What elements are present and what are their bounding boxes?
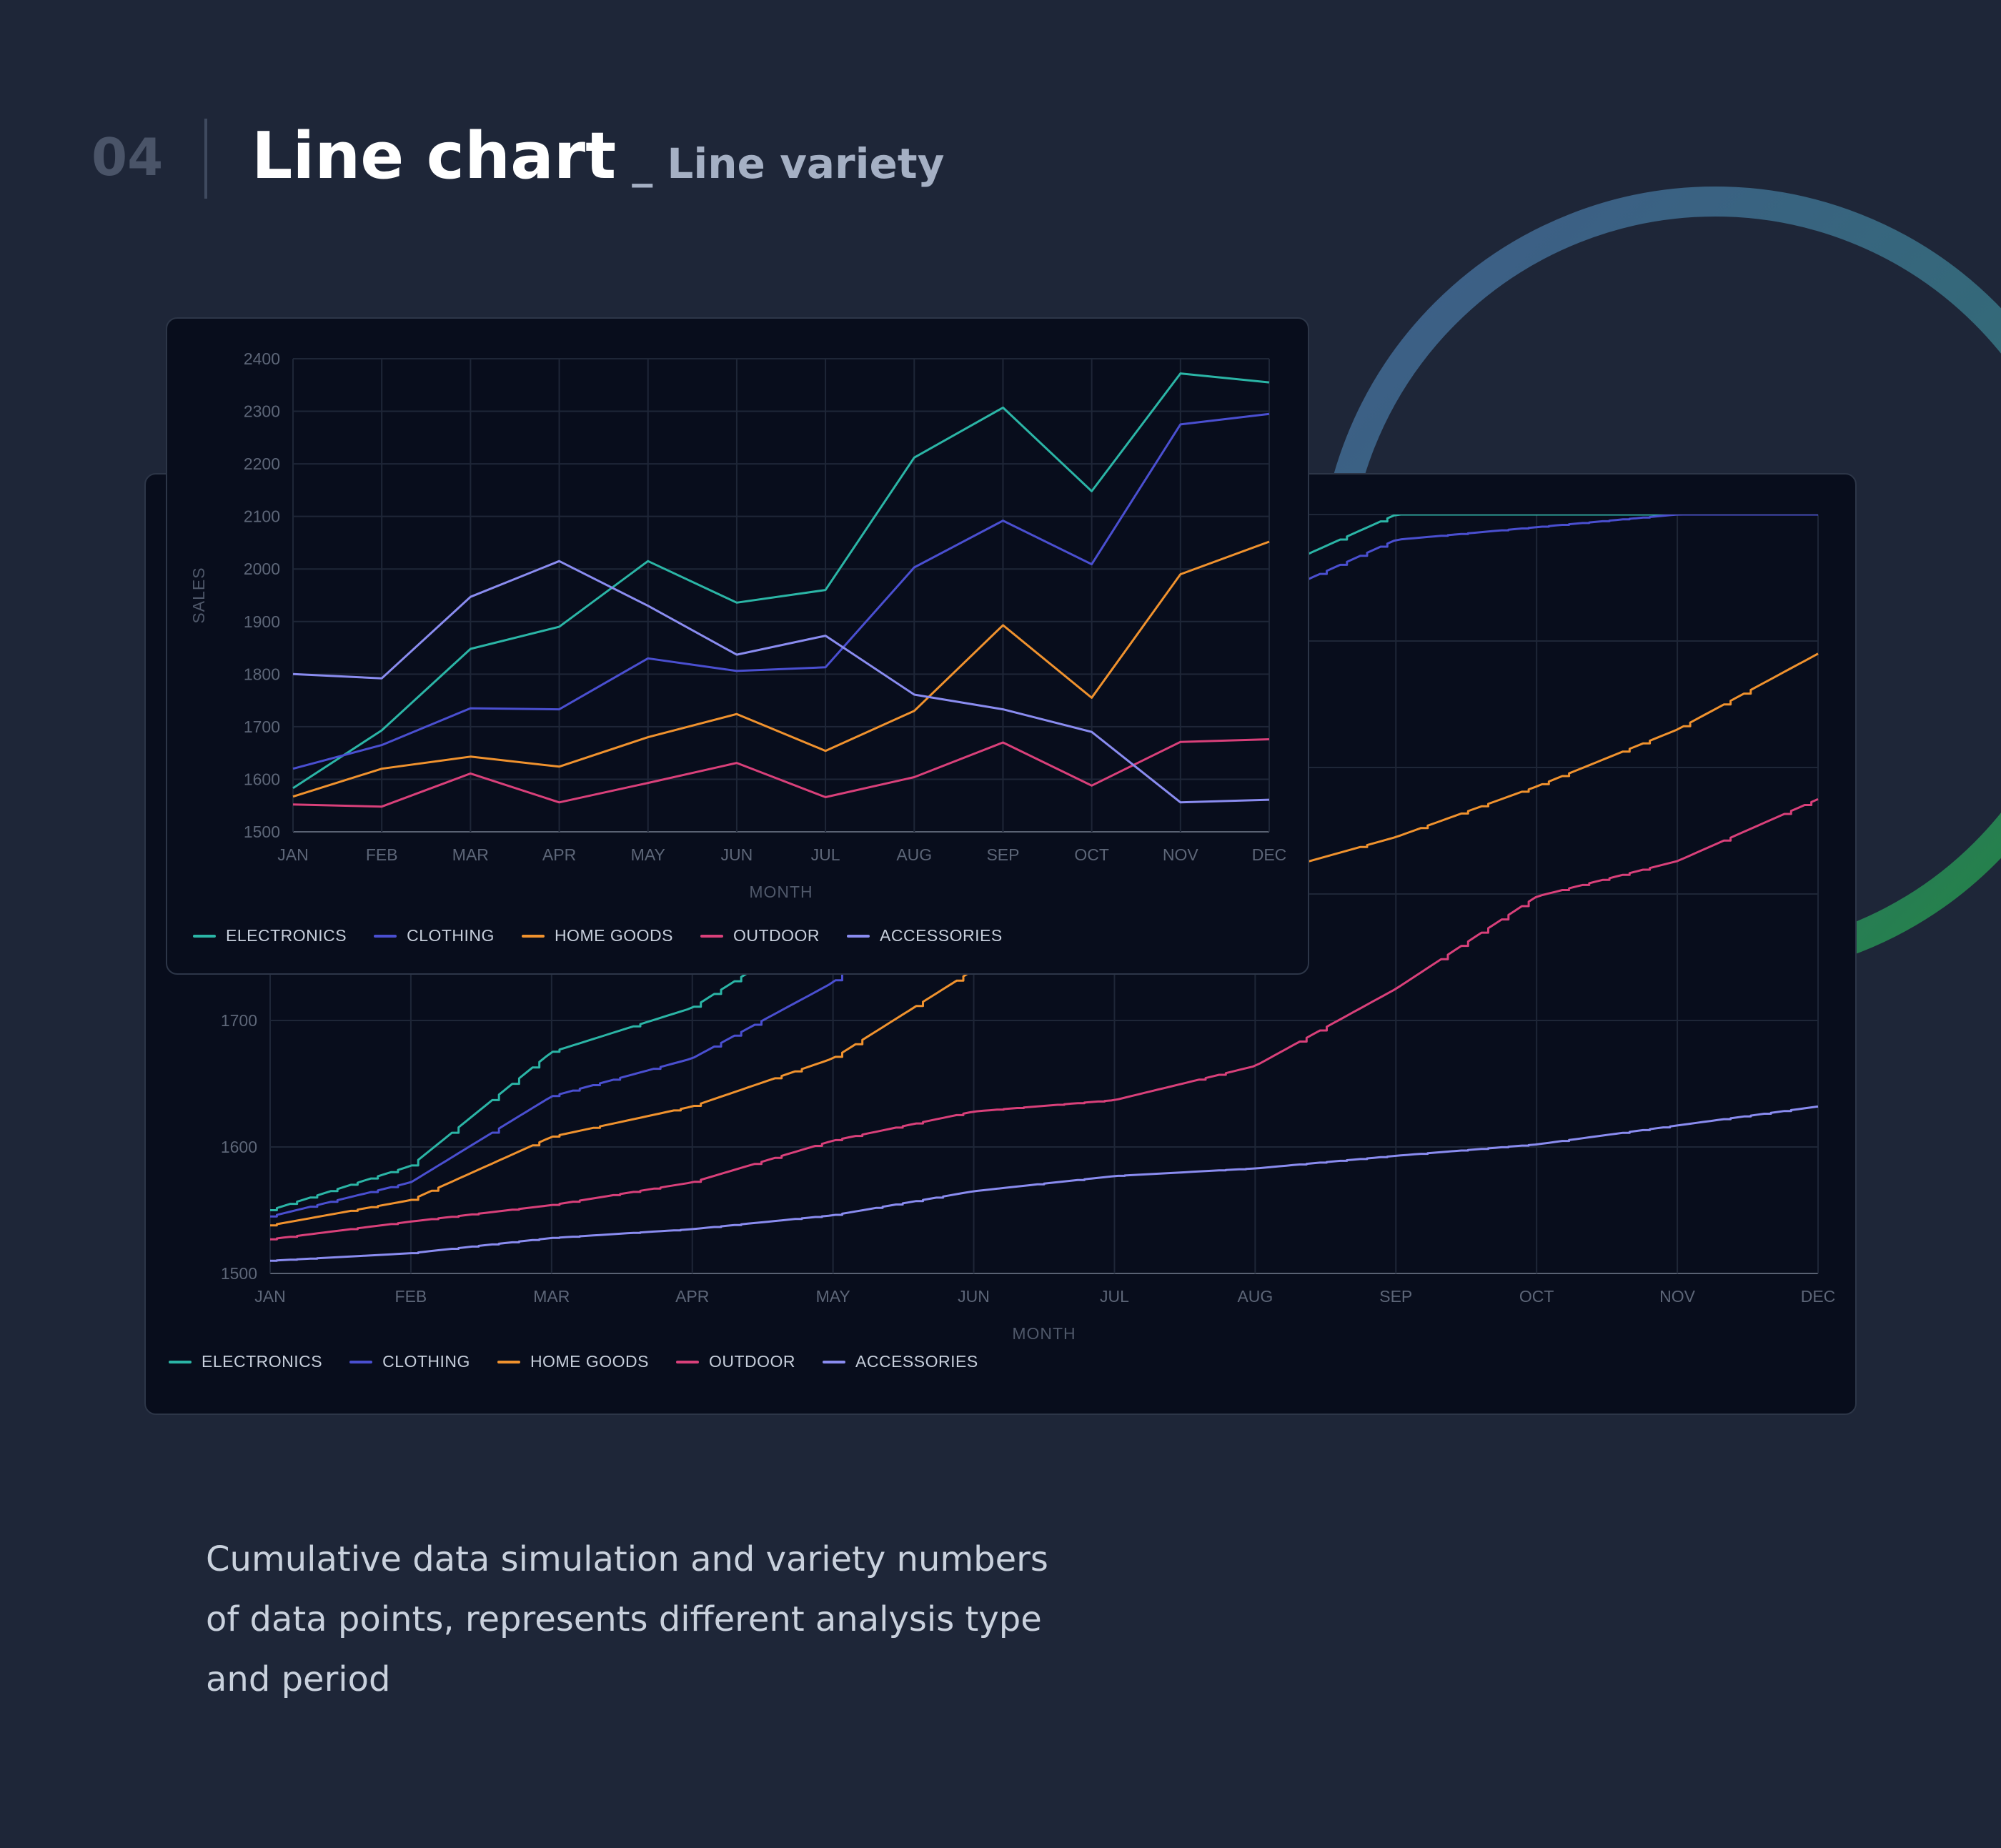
legend-label: HOME GOODS xyxy=(554,926,673,945)
section-number: 04 xyxy=(91,127,164,187)
legend-label: CLOTHING xyxy=(407,926,495,945)
legend-label: OUTDOOR xyxy=(708,1352,796,1371)
y-axis-title: SALES xyxy=(189,567,208,623)
x-tick-label: MAR xyxy=(452,845,489,864)
caption-line-1: Cumulative data simulation and variety n… xyxy=(206,1539,1048,1579)
x-tick-label: MAY xyxy=(816,1287,850,1306)
x-tick-label: JAN xyxy=(277,845,308,864)
y-tick-label: 2200 xyxy=(244,454,280,473)
x-tick-label: SEP xyxy=(986,845,1019,864)
x-tick-label: APR xyxy=(675,1287,709,1306)
cumulative-chart-legend: ELECTRONICS CLOTHING HOME GOODS OUTDOOR ACCE… xyxy=(169,1352,978,1371)
x-tick-label: NOV xyxy=(1163,845,1199,864)
legend-swatch xyxy=(700,934,723,938)
legend-item-outdoor[interactable]: OUTDOOR xyxy=(675,1352,796,1371)
legend-swatch xyxy=(823,1360,846,1363)
caption-line-3: and period xyxy=(206,1659,391,1699)
page-subtitle: _ Line variety xyxy=(632,139,945,188)
legend-swatch xyxy=(675,1360,699,1363)
x-tick-label: OCT xyxy=(1519,1287,1554,1306)
x-tick-label: MAY xyxy=(631,845,665,864)
caption-line-2: of data points, represents different ana… xyxy=(206,1599,1042,1639)
legend-item-electronics[interactable]: ELECTRONICS xyxy=(169,1352,322,1371)
legend-item-electronics[interactable]: ELECTRONICS xyxy=(193,926,347,945)
x-tick-label: JUL xyxy=(1100,1287,1129,1306)
legend-item-home-goods[interactable]: HOME GOODS xyxy=(497,1352,649,1371)
x-tick-label: DEC xyxy=(1252,845,1287,864)
y-tick-label: 1600 xyxy=(244,770,280,788)
legend-label: HOME GOODS xyxy=(530,1352,649,1371)
x-tick-label: JUN xyxy=(721,845,753,864)
series-line-accessories xyxy=(292,560,1270,804)
y-tick-label: 2400 xyxy=(244,349,280,368)
series-line-outdoor xyxy=(292,738,1270,808)
y-tick-label: 2000 xyxy=(244,560,280,578)
legend-swatch xyxy=(193,934,216,938)
x-tick-label: AUG xyxy=(1237,1287,1273,1306)
x-tick-label: JUL xyxy=(811,845,840,864)
x-tick-label: SEP xyxy=(1379,1287,1412,1306)
x-tick-label: JAN xyxy=(254,1287,285,1306)
y-tick-label: 1700 xyxy=(221,1011,257,1030)
legend-label: ELECTRONICS xyxy=(202,1352,323,1371)
legend-swatch xyxy=(374,934,397,938)
legend-swatch xyxy=(349,1360,373,1363)
legend-item-home-goods[interactable]: HOME GOODS xyxy=(521,926,673,945)
x-tick-label: AUG xyxy=(896,845,932,864)
y-tick-label: 1500 xyxy=(244,823,280,841)
legend-item-clothing[interactable]: CLOTHING xyxy=(349,1352,470,1371)
monthly-chart-card: 1500 1600 1700 1800 1900 2000 2100 2200 2300 2400… xyxy=(166,317,1309,975)
series-line-clothing xyxy=(292,412,1270,770)
legend-label: ELECTRONICS xyxy=(226,926,347,945)
x-tick-label: FEB xyxy=(366,845,398,864)
y-tick-label: 1800 xyxy=(244,665,280,683)
series-line-accessories xyxy=(270,1105,1819,1262)
monthly-line-chart: 1500 1600 1700 1800 1900 2000 2100 2200 2300 2400… xyxy=(189,349,1287,901)
x-tick-label: DEC xyxy=(1801,1287,1836,1306)
title-text: Line chart xyxy=(252,119,617,194)
page-title: Line chart _ Line variety xyxy=(252,119,944,194)
series-line-electronics xyxy=(292,372,1270,790)
legend-item-clothing[interactable]: CLOTHING xyxy=(374,926,495,945)
legend-item-accessories[interactable]: ACCESSORIES xyxy=(847,926,1003,945)
series-line-outdoor xyxy=(270,798,1819,1241)
legend-swatch xyxy=(521,934,545,938)
legend-item-outdoor[interactable]: OUTDOOR xyxy=(700,926,820,945)
legend-swatch xyxy=(169,1360,192,1363)
x-tick-label: JUN xyxy=(958,1287,990,1306)
y-tick-label: 1700 xyxy=(244,717,280,736)
x-tick-label: NOV xyxy=(1659,1287,1696,1306)
x-axis-title: MONTH xyxy=(1012,1324,1076,1343)
y-tick-label: 2300 xyxy=(244,402,280,421)
caption: Cumulative data simulation and variety n… xyxy=(206,1529,1278,1709)
x-tick-label: OCT xyxy=(1074,845,1109,864)
legend-swatch xyxy=(497,1360,520,1363)
legend-label: CLOTHING xyxy=(382,1352,470,1371)
x-tick-label: MAR xyxy=(533,1287,570,1306)
legend-label: ACCESSORIES xyxy=(855,1352,978,1371)
y-tick-label: 1600 xyxy=(221,1138,257,1156)
header-divider xyxy=(204,119,207,199)
series-line-home-goods xyxy=(292,540,1270,798)
x-tick-label: APR xyxy=(542,845,576,864)
legend-swatch xyxy=(847,934,870,938)
series-lines xyxy=(292,372,1270,808)
y-tick-label: 1900 xyxy=(244,612,280,631)
legend-label: ACCESSORIES xyxy=(880,926,1003,945)
y-tick-label: 2100 xyxy=(244,507,280,526)
y-tick-label: 1500 xyxy=(221,1264,257,1283)
grid xyxy=(292,358,1270,833)
x-tick-label: FEB xyxy=(395,1287,427,1306)
monthly-chart-legend: ELECTRONICS CLOTHING HOME GOODS OUTDOOR ACCE… xyxy=(193,926,1003,945)
x-axis-title: MONTH xyxy=(749,883,813,901)
legend-item-accessories[interactable]: ACCESSORIES xyxy=(823,1352,978,1371)
legend-label: OUTDOOR xyxy=(733,926,820,945)
